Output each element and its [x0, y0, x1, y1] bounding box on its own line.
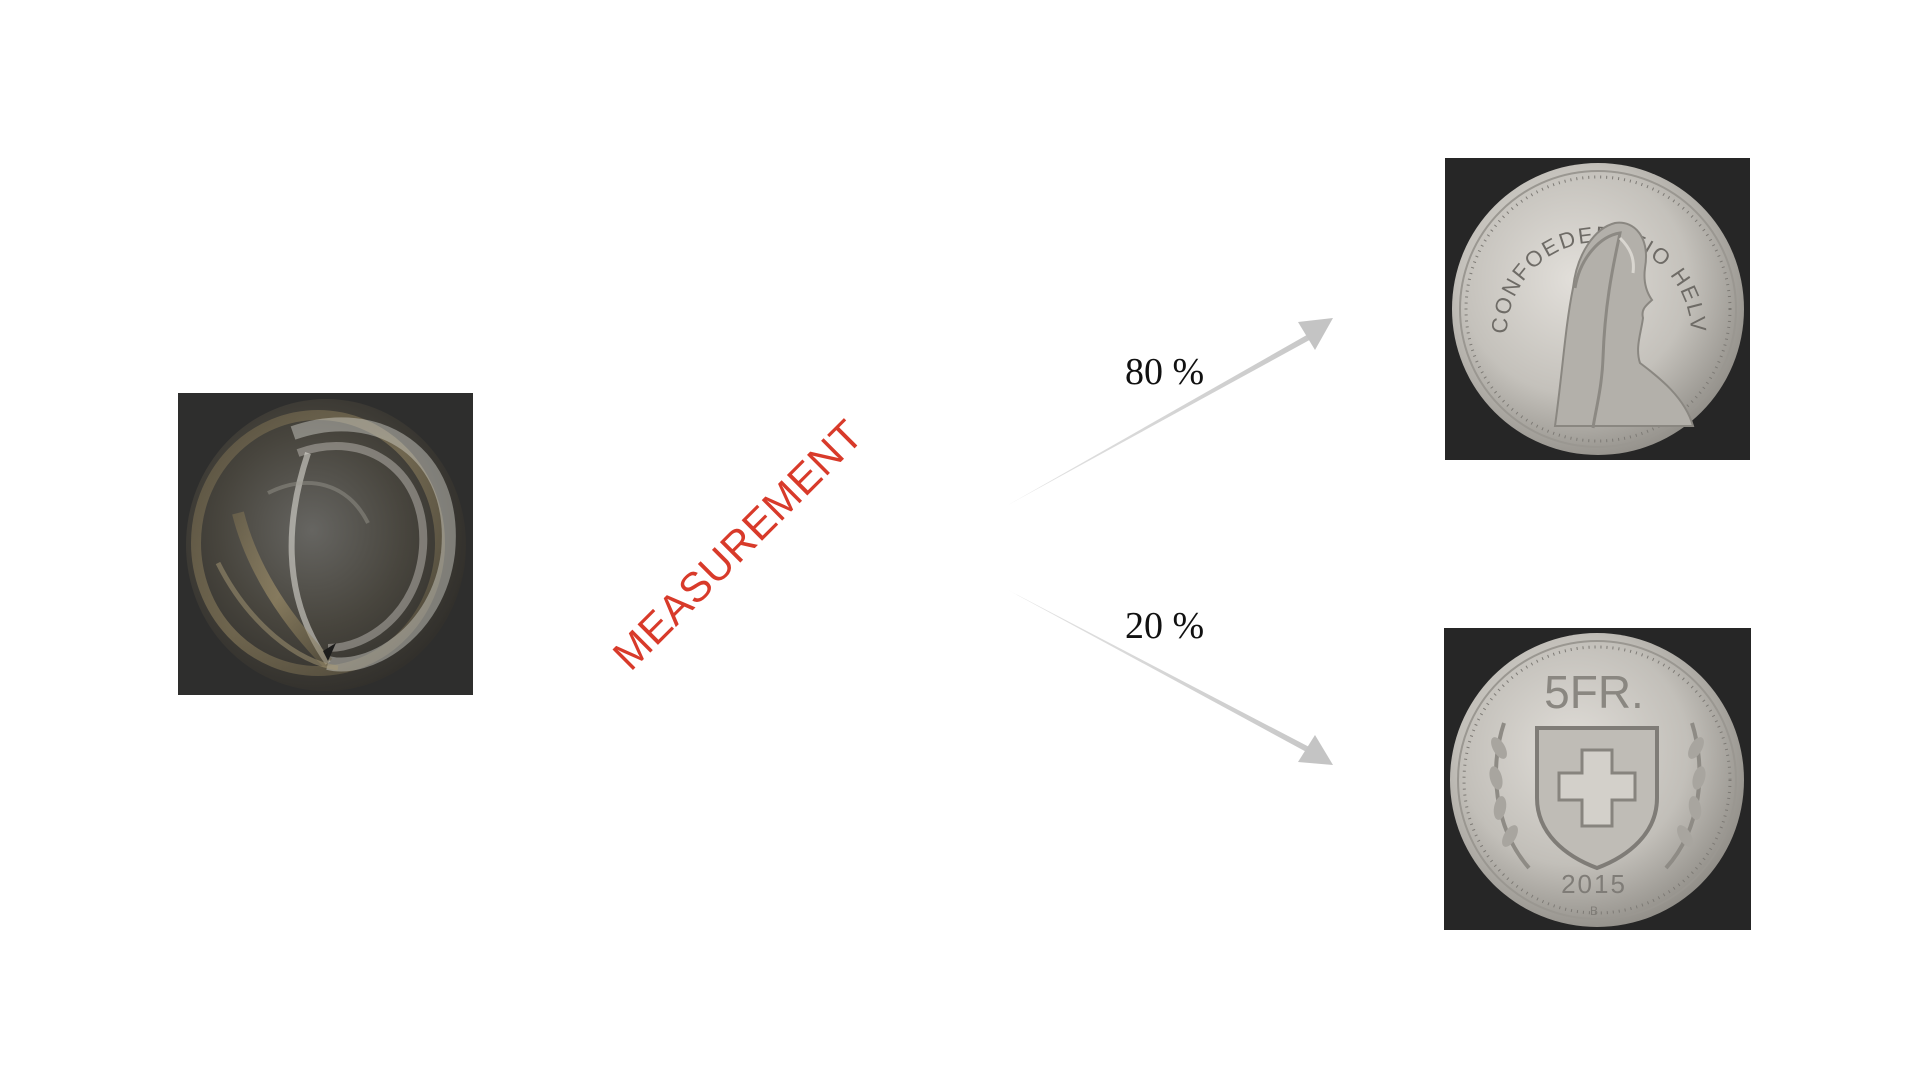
arrow-to-heads [1008, 318, 1333, 505]
coin-tails-photo: 5FR. 2015 B [1444, 628, 1751, 930]
tails-denomination: 5FR. [1544, 666, 1644, 718]
tails-year: 2015 [1561, 869, 1627, 899]
coin-heads-photo: CONFOEDERATIO HELVETICA [1445, 158, 1750, 460]
probability-heads-label: 80 % [1125, 351, 1205, 393]
tails-mint-mark: B [1590, 904, 1598, 918]
arrow-to-tails [1008, 590, 1333, 765]
probability-tails-label: 20 % [1125, 605, 1205, 647]
spinning-coin-photo [178, 393, 473, 695]
